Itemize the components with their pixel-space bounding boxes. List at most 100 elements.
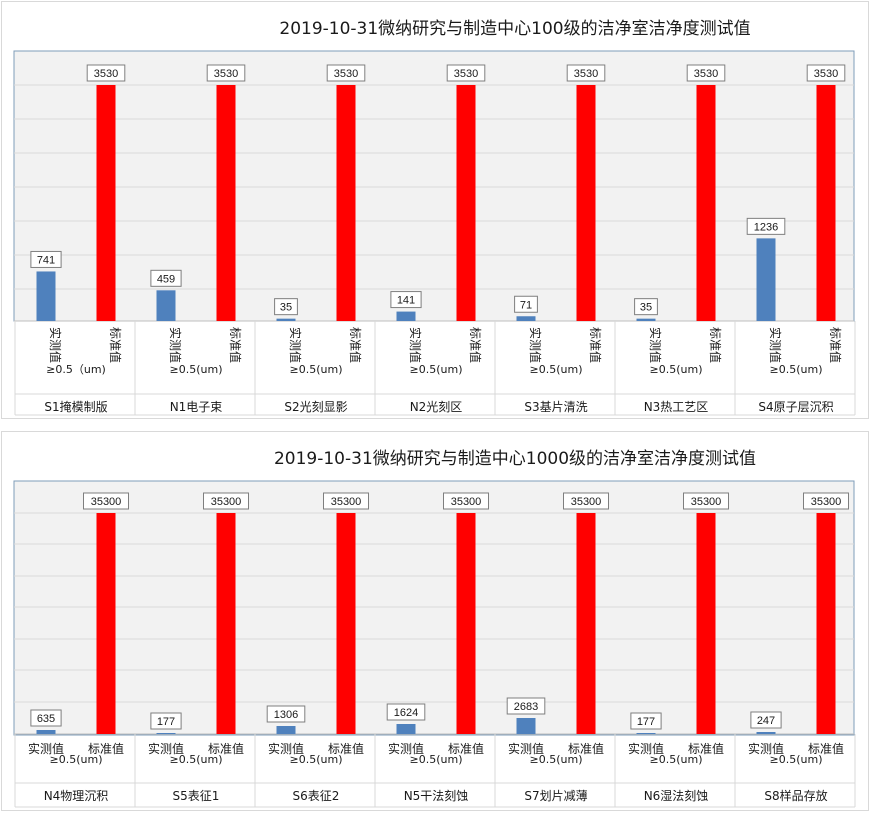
category-label: S8样品存放 xyxy=(764,788,827,803)
data-label: 3530 xyxy=(214,68,238,80)
data-label: 177 xyxy=(637,716,655,728)
series-label-group: 实测值 xyxy=(528,327,543,363)
series-label-group: 实测值 xyxy=(48,327,63,363)
category-label: N4物理沉积 xyxy=(44,789,109,803)
data-label-box xyxy=(806,64,846,82)
bar-measured xyxy=(756,238,776,321)
data-label-box xyxy=(390,291,422,309)
chart-group: 635实测值35300标准值≥0.5(um)N4物理沉积177实测值35300标… xyxy=(13,480,856,808)
data-label-box xyxy=(150,269,182,287)
series-label: 实测值 xyxy=(768,327,783,363)
size-label: ≥0.5(um) xyxy=(650,753,703,766)
plot-area xyxy=(13,50,855,322)
data-label: 3530 xyxy=(94,68,118,80)
series-label: 实测值 xyxy=(28,741,64,756)
data-label: 35300 xyxy=(211,496,242,508)
series-label: 标准值 xyxy=(568,741,604,756)
series-label: 实测值 xyxy=(288,327,303,363)
data-label: 35300 xyxy=(451,496,482,508)
data-label: 1624 xyxy=(394,707,418,719)
series-label: 标准值 xyxy=(228,327,243,363)
size-label: ≥0.5(um) xyxy=(410,753,463,766)
bar-standard xyxy=(456,85,476,321)
data-label-box xyxy=(566,64,606,82)
bar-measured xyxy=(276,318,296,321)
series-label: 实测值 xyxy=(268,741,304,756)
category-label: S1掩模制版 xyxy=(44,400,107,414)
series-label: 实测值 xyxy=(148,741,184,756)
size-label: ≥0.5(um) xyxy=(530,363,583,376)
bar-measured xyxy=(36,730,56,734)
plot-area xyxy=(13,480,855,736)
data-label: 3530 xyxy=(814,68,838,80)
series-label: 标准值 xyxy=(808,741,844,756)
data-label-box xyxy=(323,492,369,510)
data-label: 141 xyxy=(397,295,415,307)
series-label: 标准值 xyxy=(208,741,244,756)
bar-measured xyxy=(636,733,656,734)
data-label: 35 xyxy=(280,302,292,314)
data-label: 177 xyxy=(157,716,175,728)
series-label-group: 标准值 xyxy=(708,327,723,363)
data-label-box xyxy=(274,298,298,316)
bar-measured xyxy=(276,726,296,734)
data-label: 1236 xyxy=(754,221,778,233)
size-label: ≥0.5（um) xyxy=(46,363,106,376)
data-label-box xyxy=(326,64,366,82)
bar-measured xyxy=(516,718,536,734)
bar-chart-100: 741实测值3530标准值≥0.5（um)S1掩模制版459实测值3530标准值… xyxy=(13,50,856,416)
bar-measured xyxy=(396,724,416,734)
bar-chart-1000: 635实测值35300标准值≥0.5(um)N4物理沉积177实测值35300标… xyxy=(13,480,856,808)
bar-measured xyxy=(36,271,56,321)
category-label: S5表征1 xyxy=(173,789,220,803)
data-label-box xyxy=(506,697,546,715)
category-label: S4原子层沉积 xyxy=(758,400,833,414)
series-label: 标准值 xyxy=(448,741,484,756)
data-label: 3530 xyxy=(334,68,358,80)
bar-standard xyxy=(96,85,116,321)
category-label: N5干法刻蚀 xyxy=(404,789,469,803)
series-label-group: 标准值 xyxy=(228,327,243,363)
bar-standard xyxy=(696,513,716,734)
bar-standard xyxy=(696,85,716,321)
series-label-group: 标准值 xyxy=(468,327,483,363)
data-label: 35300 xyxy=(331,496,362,508)
size-label: ≥0.5(um) xyxy=(170,753,223,766)
bar-standard xyxy=(816,513,836,734)
size-label: ≥0.5(um) xyxy=(290,753,343,766)
series-label-group: 标准值 xyxy=(348,327,363,363)
data-label: 459 xyxy=(157,273,175,285)
size-label: ≥0.5(um) xyxy=(170,363,223,376)
data-label-box xyxy=(266,705,306,723)
size-label: ≥0.5(um) xyxy=(530,753,583,766)
chart-group: 741实测值3530标准值≥0.5（um)S1掩模制版459实测值3530标准值… xyxy=(13,50,856,416)
category-label: N1电子束 xyxy=(170,400,223,414)
chart-panel-100: 2019-10-31微纳研究与制造中心100级的洁净室洁净度测试值 741 实测值… xyxy=(1,1,869,419)
data-label: 741 xyxy=(37,254,55,266)
data-label-box xyxy=(563,492,609,510)
chart-panel-1000: 2019-10-31微纳研究与制造中心1000级的洁净室洁净度测试值 635 实测… xyxy=(1,431,869,811)
series-label-group: 标准值 xyxy=(108,327,123,363)
series-label: 标准值 xyxy=(468,327,483,363)
bar-standard xyxy=(576,513,596,734)
data-label-box xyxy=(514,295,538,313)
data-label-box xyxy=(206,64,246,82)
data-label-box xyxy=(446,64,486,82)
bar-standard xyxy=(456,513,476,734)
series-label: 标准值 xyxy=(108,327,123,363)
data-label-box xyxy=(750,711,782,729)
size-label: ≥0.5(um) xyxy=(770,753,823,766)
data-label-box xyxy=(30,250,62,268)
series-label: 标准值 xyxy=(348,327,363,363)
data-label-box xyxy=(443,492,489,510)
series-label-group: 实测值 xyxy=(288,327,303,363)
data-label-box xyxy=(803,492,849,510)
size-label: ≥0.5(um) xyxy=(410,363,463,376)
bar-standard xyxy=(336,85,356,321)
category-label: N2光刻区 xyxy=(410,400,463,414)
data-label: 1306 xyxy=(274,709,298,721)
series-label-group: 标准值 xyxy=(588,327,603,363)
bar-measured xyxy=(636,318,656,321)
series-label-group: 实测值 xyxy=(408,327,423,363)
data-label-box xyxy=(386,703,426,721)
